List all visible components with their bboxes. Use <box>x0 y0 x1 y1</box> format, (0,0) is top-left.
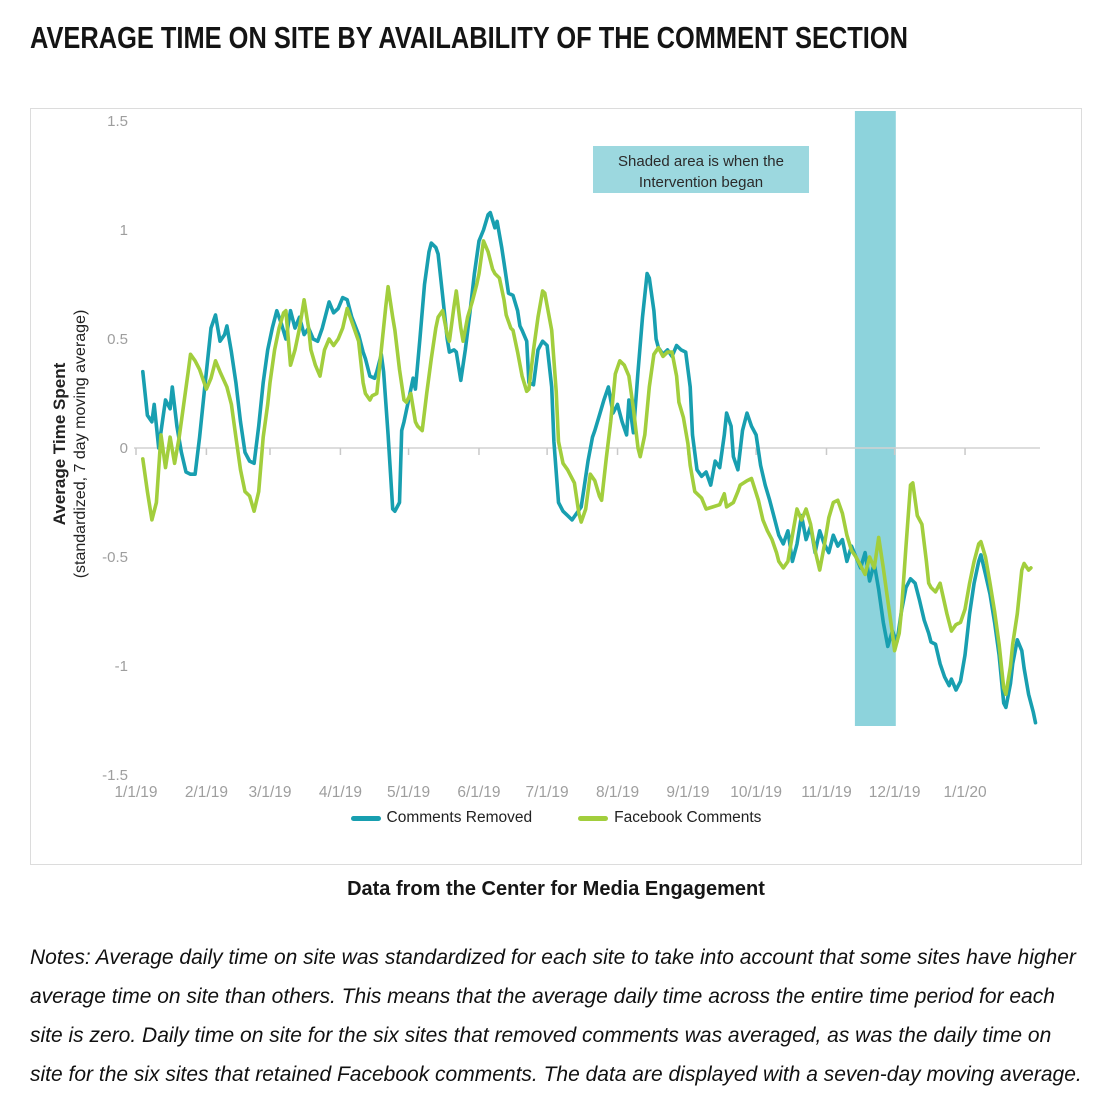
legend-item-comments-removed: Comments Removed <box>350 809 533 827</box>
facebook-comments-swatch-icon <box>578 815 609 821</box>
x-tick-label: 3/1/19 <box>248 784 291 801</box>
x-tick-label: 8/1/19 <box>596 784 639 801</box>
x-tick-label: 11/1/19 <box>801 784 852 801</box>
annotation-line-2: Intervention began <box>638 174 764 191</box>
y-axis-title: Average Time Spent (standardized, 7 day … <box>50 234 96 654</box>
chart-legend: Comments Removed Facebook Comments <box>31 809 1081 827</box>
y-tick-label: -0.5 <box>102 549 128 566</box>
intervention-annotation: Shaded area is when the Intervention beg… <box>593 146 809 193</box>
series-line-comments-removed <box>141 210 1038 725</box>
y-tick-label: 1.5 <box>107 113 128 130</box>
legend-label-facebook-comments: Facebook Comments <box>614 809 762 826</box>
y-tick-label: -1 <box>115 658 128 675</box>
y-tick-label: 1 <box>120 222 128 239</box>
x-tick-label: 12/1/19 <box>869 784 921 801</box>
x-tick-label: 9/1/19 <box>666 784 709 801</box>
x-tick-label: 1/1/19 <box>114 784 157 801</box>
legend-label-comments-removed: Comments Removed <box>386 809 533 826</box>
x-tick-label: 2/1/19 <box>185 784 228 801</box>
notes-paragraph: Notes: Average daily time on site was st… <box>30 946 1082 1086</box>
annotation-line-1: Shaded area is when the <box>618 153 784 170</box>
intervention-band <box>854 111 896 726</box>
x-tick-label: 6/1/19 <box>457 784 500 801</box>
page-title: AVERAGE TIME ON SITE BY AVAILABILITY OF … <box>30 20 908 55</box>
y-axis-title-sub: (standardized, 7 day moving average) <box>72 309 89 579</box>
legend-item-facebook-comments: Facebook Comments <box>578 809 761 827</box>
chart-card: 1.5 1 0.5 0 -0.5 -1 -1.5 1/1/19 2/1/19 3/1/19 4/1/… <box>30 108 1082 865</box>
series-line-facebook-comments <box>141 239 1033 697</box>
x-tick-label: 4/1/19 <box>319 784 362 801</box>
x-tick-label: 1/1/20 <box>943 784 986 801</box>
comments-removed-swatch-icon <box>350 815 381 821</box>
x-tick-label: 7/1/19 <box>526 784 569 801</box>
y-tick-label: -1.5 <box>102 767 128 784</box>
data-source-caption: Data from the Center for Media Engagemen… <box>347 878 765 900</box>
y-tick-label: 0 <box>120 440 128 457</box>
time-series-chart: 1.5 1 0.5 0 -0.5 -1 -1.51/1/19 2/1/19 3/1/19 4/1/… <box>102 111 1040 801</box>
y-tick-label: 0.5 <box>107 331 128 348</box>
x-tick-label: 10/1/19 <box>730 784 782 801</box>
y-axis-title-main: Average Time Spent <box>50 362 69 526</box>
x-tick-label: 5/1/19 <box>387 784 430 801</box>
